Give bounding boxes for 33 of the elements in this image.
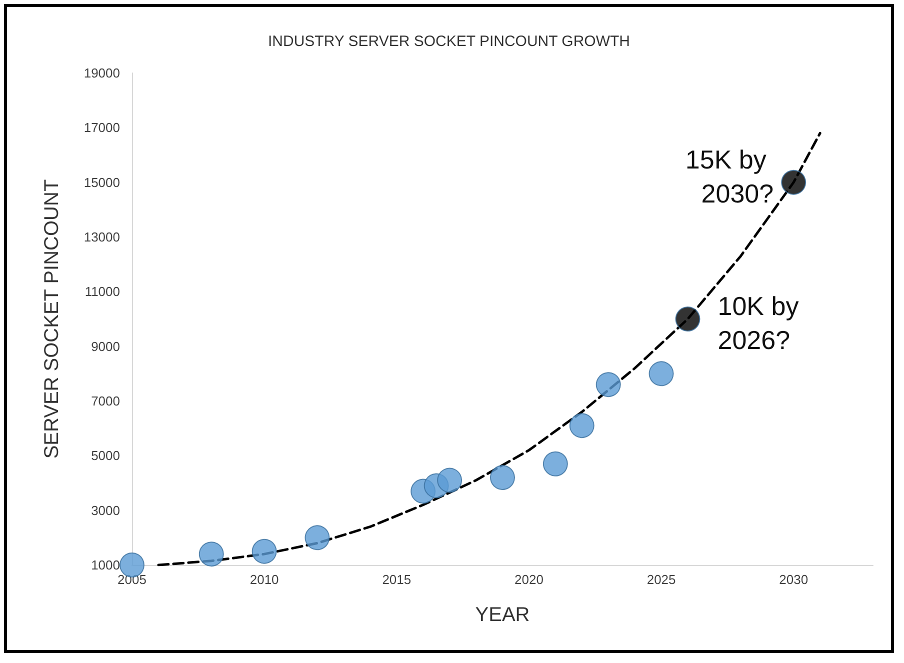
- point: [596, 372, 621, 398]
- annotation: 15K by 2030?: [685, 144, 774, 208]
- y-axis-title: SERVER SOCKET PINCOUNT: [41, 179, 63, 459]
- point: [437, 468, 462, 493]
- y-tick-label: 1000: [91, 558, 120, 572]
- annotation: 10K by 2026?: [718, 291, 806, 355]
- point: [198, 542, 224, 567]
- point: [781, 170, 806, 195]
- line-series: [157, 132, 822, 566]
- x-tick-label: 2010: [250, 572, 279, 587]
- x-tick-label: 2030: [779, 572, 808, 587]
- y-tick-label: 17000: [84, 120, 120, 136]
- point: [490, 465, 515, 490]
- point: [304, 525, 330, 550]
- point: [675, 306, 700, 332]
- chart-title: INDUSTRY SERVER SOCKET PINCOUNT GROWTH: [268, 33, 630, 50]
- y-tick-label: 19000: [84, 66, 120, 80]
- x-tick-label: 2015: [382, 572, 412, 587]
- y-tick-label: 5000: [91, 448, 120, 464]
- point: [648, 361, 674, 386]
- y-tick-label: 7000: [91, 394, 120, 408]
- x-axis-title: YEAR: [475, 604, 530, 626]
- y-tick-label: 15000: [84, 174, 120, 190]
- x-tick-label: 2020: [514, 572, 544, 587]
- point: [542, 451, 568, 476]
- y-tick-label: 3000: [91, 502, 120, 518]
- x-tick-label: 2005: [118, 572, 146, 587]
- y-tick-label: 9000: [91, 338, 120, 354]
- x-tick-label: 2025: [646, 572, 676, 587]
- y-tick-label: 11000: [84, 284, 120, 300]
- y-tick-label: 13000: [84, 230, 120, 244]
- point: [569, 413, 594, 438]
- point: [252, 538, 277, 564]
